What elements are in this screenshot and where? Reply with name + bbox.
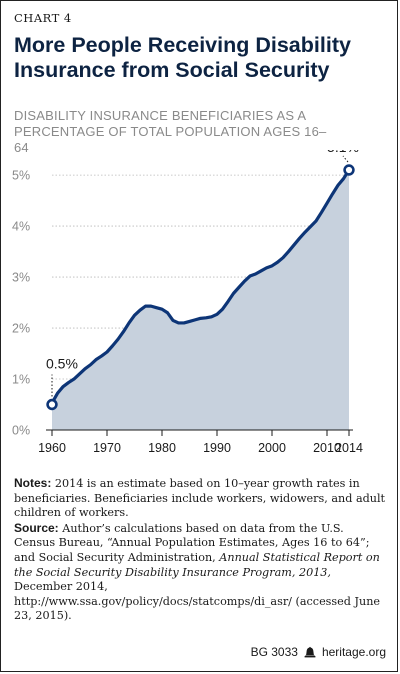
x-tick-label: 1980	[148, 441, 176, 455]
source-label: Source:	[14, 520, 59, 535]
notes-block: Notes: 2014 is an estimate based on 10–y…	[14, 476, 386, 624]
y-tick-label: 5%	[12, 169, 30, 183]
footer-site: heritage.org	[321, 645, 386, 659]
footer: BG 3033 heritage.org	[251, 645, 386, 659]
annotation-label-end: 5.1%	[327, 150, 359, 155]
y-tick-label: 4%	[12, 220, 30, 234]
chart-subtitle: DISABILITY INSURANCE BENEFICIARIES AS A …	[14, 108, 327, 155]
liberty-bell-icon	[304, 646, 316, 658]
data-point-marker	[46, 398, 58, 411]
y-tick-label: 3%	[12, 271, 30, 285]
chart-kicker: CHART 4	[14, 11, 72, 25]
series-line	[50, 168, 351, 405]
x-tick-label: 1970	[93, 441, 121, 455]
data-point-marker	[343, 164, 355, 176]
y-tick-label: 1%	[12, 373, 30, 387]
source-text-2: December 2014, http://www.ssa.gov/policy…	[14, 580, 381, 623]
notes-text: 2014 is an estimate based on 10–year gro…	[14, 477, 386, 520]
y-tick-label: 2%	[12, 322, 30, 336]
x-tick-label: 2014	[335, 441, 363, 455]
annotation-leader	[342, 155, 349, 163]
source-italic: Annual Statistical Report on the Social …	[14, 550, 380, 579]
notes-label: Notes:	[14, 476, 52, 490]
chart-title: More People Receiving Disability Insuran…	[14, 33, 351, 82]
area-chart: 0% 1% 2% 3% 4% 5% 1960 1970 1980 1990 2000 2010201…	[12, 150, 363, 455]
x-tick-label: 2010	[313, 441, 341, 455]
source-text-1: Author’s calculations based on data from…	[14, 521, 370, 564]
annotation-label-start: 0.5%	[46, 356, 78, 372]
y-axis-ticks: 0% 1% 2% 3% 4% 5%	[12, 169, 30, 438]
annotations: 0.5% 5.1%	[46, 150, 359, 411]
x-tick-label: 1990	[203, 441, 231, 455]
x-tick-label: 2000	[258, 441, 286, 455]
x-tick-label: 1960	[38, 441, 66, 455]
y-tick-label: 0%	[12, 424, 30, 438]
footer-code: BG 3033	[250, 645, 298, 659]
series-area-fill	[52, 170, 349, 430]
